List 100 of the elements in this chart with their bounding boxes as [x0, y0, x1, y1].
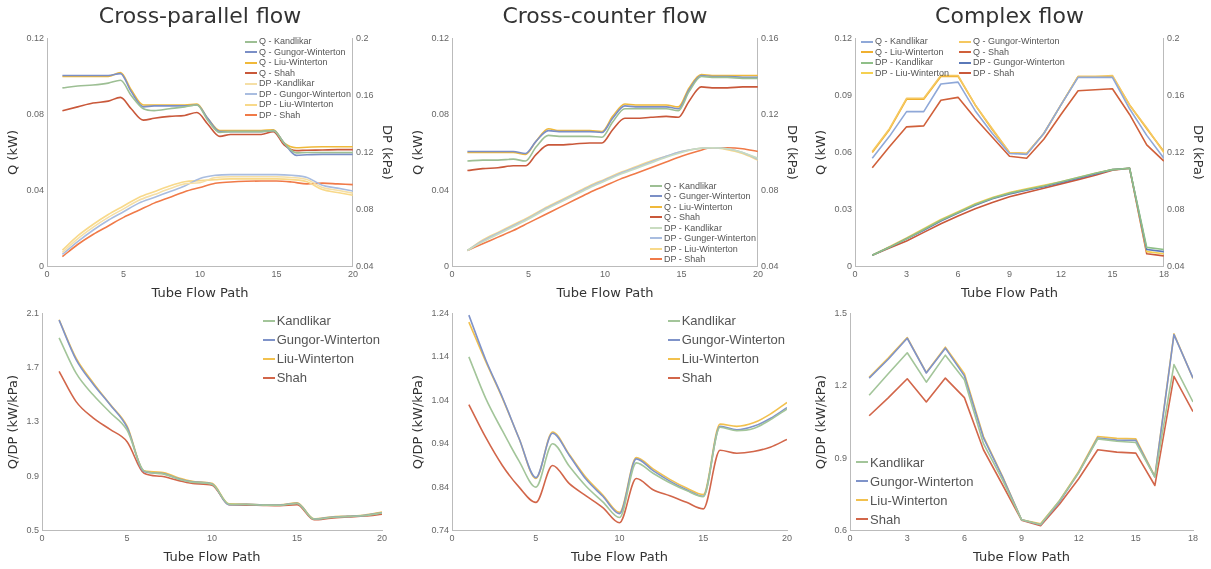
x-tick-label: 20 [781, 533, 793, 544]
x-tick-label: 10 [614, 533, 625, 544]
y-tick-label: 0.74 [431, 525, 450, 536]
x-tick-label: 9 [1019, 533, 1025, 544]
legend-label: Gungor-Winterton [681, 331, 785, 350]
y-axis-title: Q (kW) [5, 130, 21, 175]
line-series [468, 356, 787, 519]
y2-tick-label: 0.04 [760, 261, 779, 272]
x-axis-title: Tube Flow Path [555, 284, 654, 300]
y-tick-label: 0.04 [26, 185, 45, 196]
x-tick-label: 9 [1006, 269, 1013, 280]
x-tick-label: 3 [904, 269, 910, 280]
y2-tick-label: 0.12 [355, 146, 374, 157]
x-tick-label: 6 [955, 269, 961, 280]
line-series [468, 403, 787, 524]
y-tick-label: 0.6 [834, 525, 848, 536]
y2-tick-label: 0.08 [355, 204, 374, 215]
x-axis-title: Tube Flow Path [570, 548, 669, 564]
x-tick-label: 15 [292, 533, 303, 544]
legend-label: DP - Gungor-Winterton [259, 88, 351, 100]
y-axis-title: Q/DP (kW/kPa) [813, 374, 829, 470]
y2-tick-label: 0.04 [355, 261, 374, 272]
x-axis-title: Tube Flow Path [150, 284, 249, 300]
y2-tick-label: 0.2 [1166, 32, 1180, 43]
y-axis-title: Q (kW) [813, 130, 829, 175]
y2-tick-label: 0.2 [355, 32, 369, 43]
legend-label: Shah [681, 369, 713, 388]
legend-label: DP - Gunger-Winterton [664, 233, 756, 244]
x-tick-label: 10 [194, 269, 206, 280]
legend-label: Gungor-Winterton [870, 472, 974, 491]
y-tick-label: 1.04 [431, 394, 450, 405]
x-tick-label: 5 [533, 533, 539, 544]
legend-label: DP - Kandlikar [875, 57, 933, 68]
legend-label: Liu-Winterton [870, 491, 948, 510]
y-tick-label: 0 [847, 261, 853, 272]
legend-label: Q - Shah [972, 46, 1009, 58]
x-tick-label: 15 [1130, 533, 1141, 544]
y-tick-label: 1.7 [26, 362, 40, 373]
y2-tick-label: 0.16 [1166, 89, 1185, 100]
y-tick-label: 0.03 [834, 204, 853, 215]
x-tick-label: 15 [698, 533, 709, 544]
y-tick-label: 0.5 [26, 525, 40, 536]
x-tick-label: 12 [1055, 269, 1066, 280]
y-tick-label: 1.24 [431, 307, 450, 318]
legend-label: Q - Liu-Winterton [259, 57, 328, 68]
y2-axis-title: DP (kPa) [784, 125, 800, 180]
legend-label: Q - Gunger-Winterton [664, 191, 751, 202]
y2-tick-label: 0.04 [1166, 261, 1185, 272]
x-axis-title: Tube Flow Path [162, 548, 261, 564]
y-tick-label: 1.14 [431, 351, 450, 362]
y-tick-label: 0.84 [431, 481, 450, 492]
legend-label: DP - Liu-Winterton [875, 67, 949, 79]
legend-label: DP - Shah [972, 67, 1015, 79]
legend-label: DP - Shah [259, 109, 301, 121]
x-tick-label: 5 [121, 269, 127, 280]
legend-label: Shah [276, 369, 308, 388]
y-tick-label: 0.08 [26, 108, 45, 119]
x-tick-label: 18 [1187, 533, 1199, 544]
legend-label: Q - Shah [259, 67, 296, 79]
x-tick-label: 15 [676, 269, 687, 280]
line-series [466, 146, 758, 252]
y2-tick-label: 0.12 [1166, 146, 1185, 157]
legend-label: DP - Liu-WInterton [259, 99, 334, 110]
legend-label: Kandlikar [870, 453, 925, 472]
y-tick-label: 0.09 [834, 89, 853, 100]
legend-label: DP -Kandlikar [259, 78, 315, 89]
x-axis-title: Tube Flow Path [960, 284, 1058, 300]
y-tick-label: 0 [39, 261, 45, 272]
x-tick-label: 15 [271, 269, 282, 280]
x-tick-label: 20 [752, 269, 763, 280]
legend-label: DP - Liu-Winterton [664, 243, 738, 255]
legend-label: Q - Kandlikar [259, 36, 312, 47]
y-tick-label: 0 [444, 261, 450, 272]
x-tick-label: 5 [526, 269, 532, 280]
y2-tick-label: 0.08 [760, 185, 779, 196]
x-tick-label: 20 [347, 269, 358, 280]
chart-title: Complex flow [935, 2, 1084, 28]
legend-label: Q - Kandlikar [664, 180, 717, 192]
x-tick-label: 3 [904, 533, 910, 544]
chart-title: Cross-counter flow [502, 2, 708, 28]
y2-axis-title: DP (kPa) [379, 125, 395, 180]
x-axis-title: Tube Flow Path [972, 548, 1071, 564]
x-tick-label: 5 [124, 533, 130, 544]
y-tick-label: 0.9 [26, 470, 40, 481]
legend-label: DP - Kandlikar [664, 222, 722, 234]
legend-label: Kandlikar [681, 312, 736, 331]
y-tick-label: 1.5 [834, 307, 848, 318]
x-tick-label: 15 [1107, 269, 1118, 280]
y-tick-label: 2.1 [26, 307, 40, 318]
x-tick-label: 10 [207, 533, 218, 544]
legend-label: Q - Kandlikar [875, 36, 928, 47]
y-tick-label: 1.2 [834, 380, 848, 391]
y2-tick-label: 0.16 [760, 32, 779, 43]
y-axis-title: Q (kW) [410, 130, 426, 175]
legend-label: Q - Gungor-Winterton [259, 46, 346, 58]
y2-tick-label: 0.08 [1166, 204, 1185, 215]
legend-label: DP - Gungor-Winterton [972, 57, 1065, 68]
x-tick-label: 20 [376, 533, 388, 544]
legend-label: Liu-Winterton [276, 350, 354, 369]
y2-axis-title: DP (kPa) [1190, 125, 1206, 180]
